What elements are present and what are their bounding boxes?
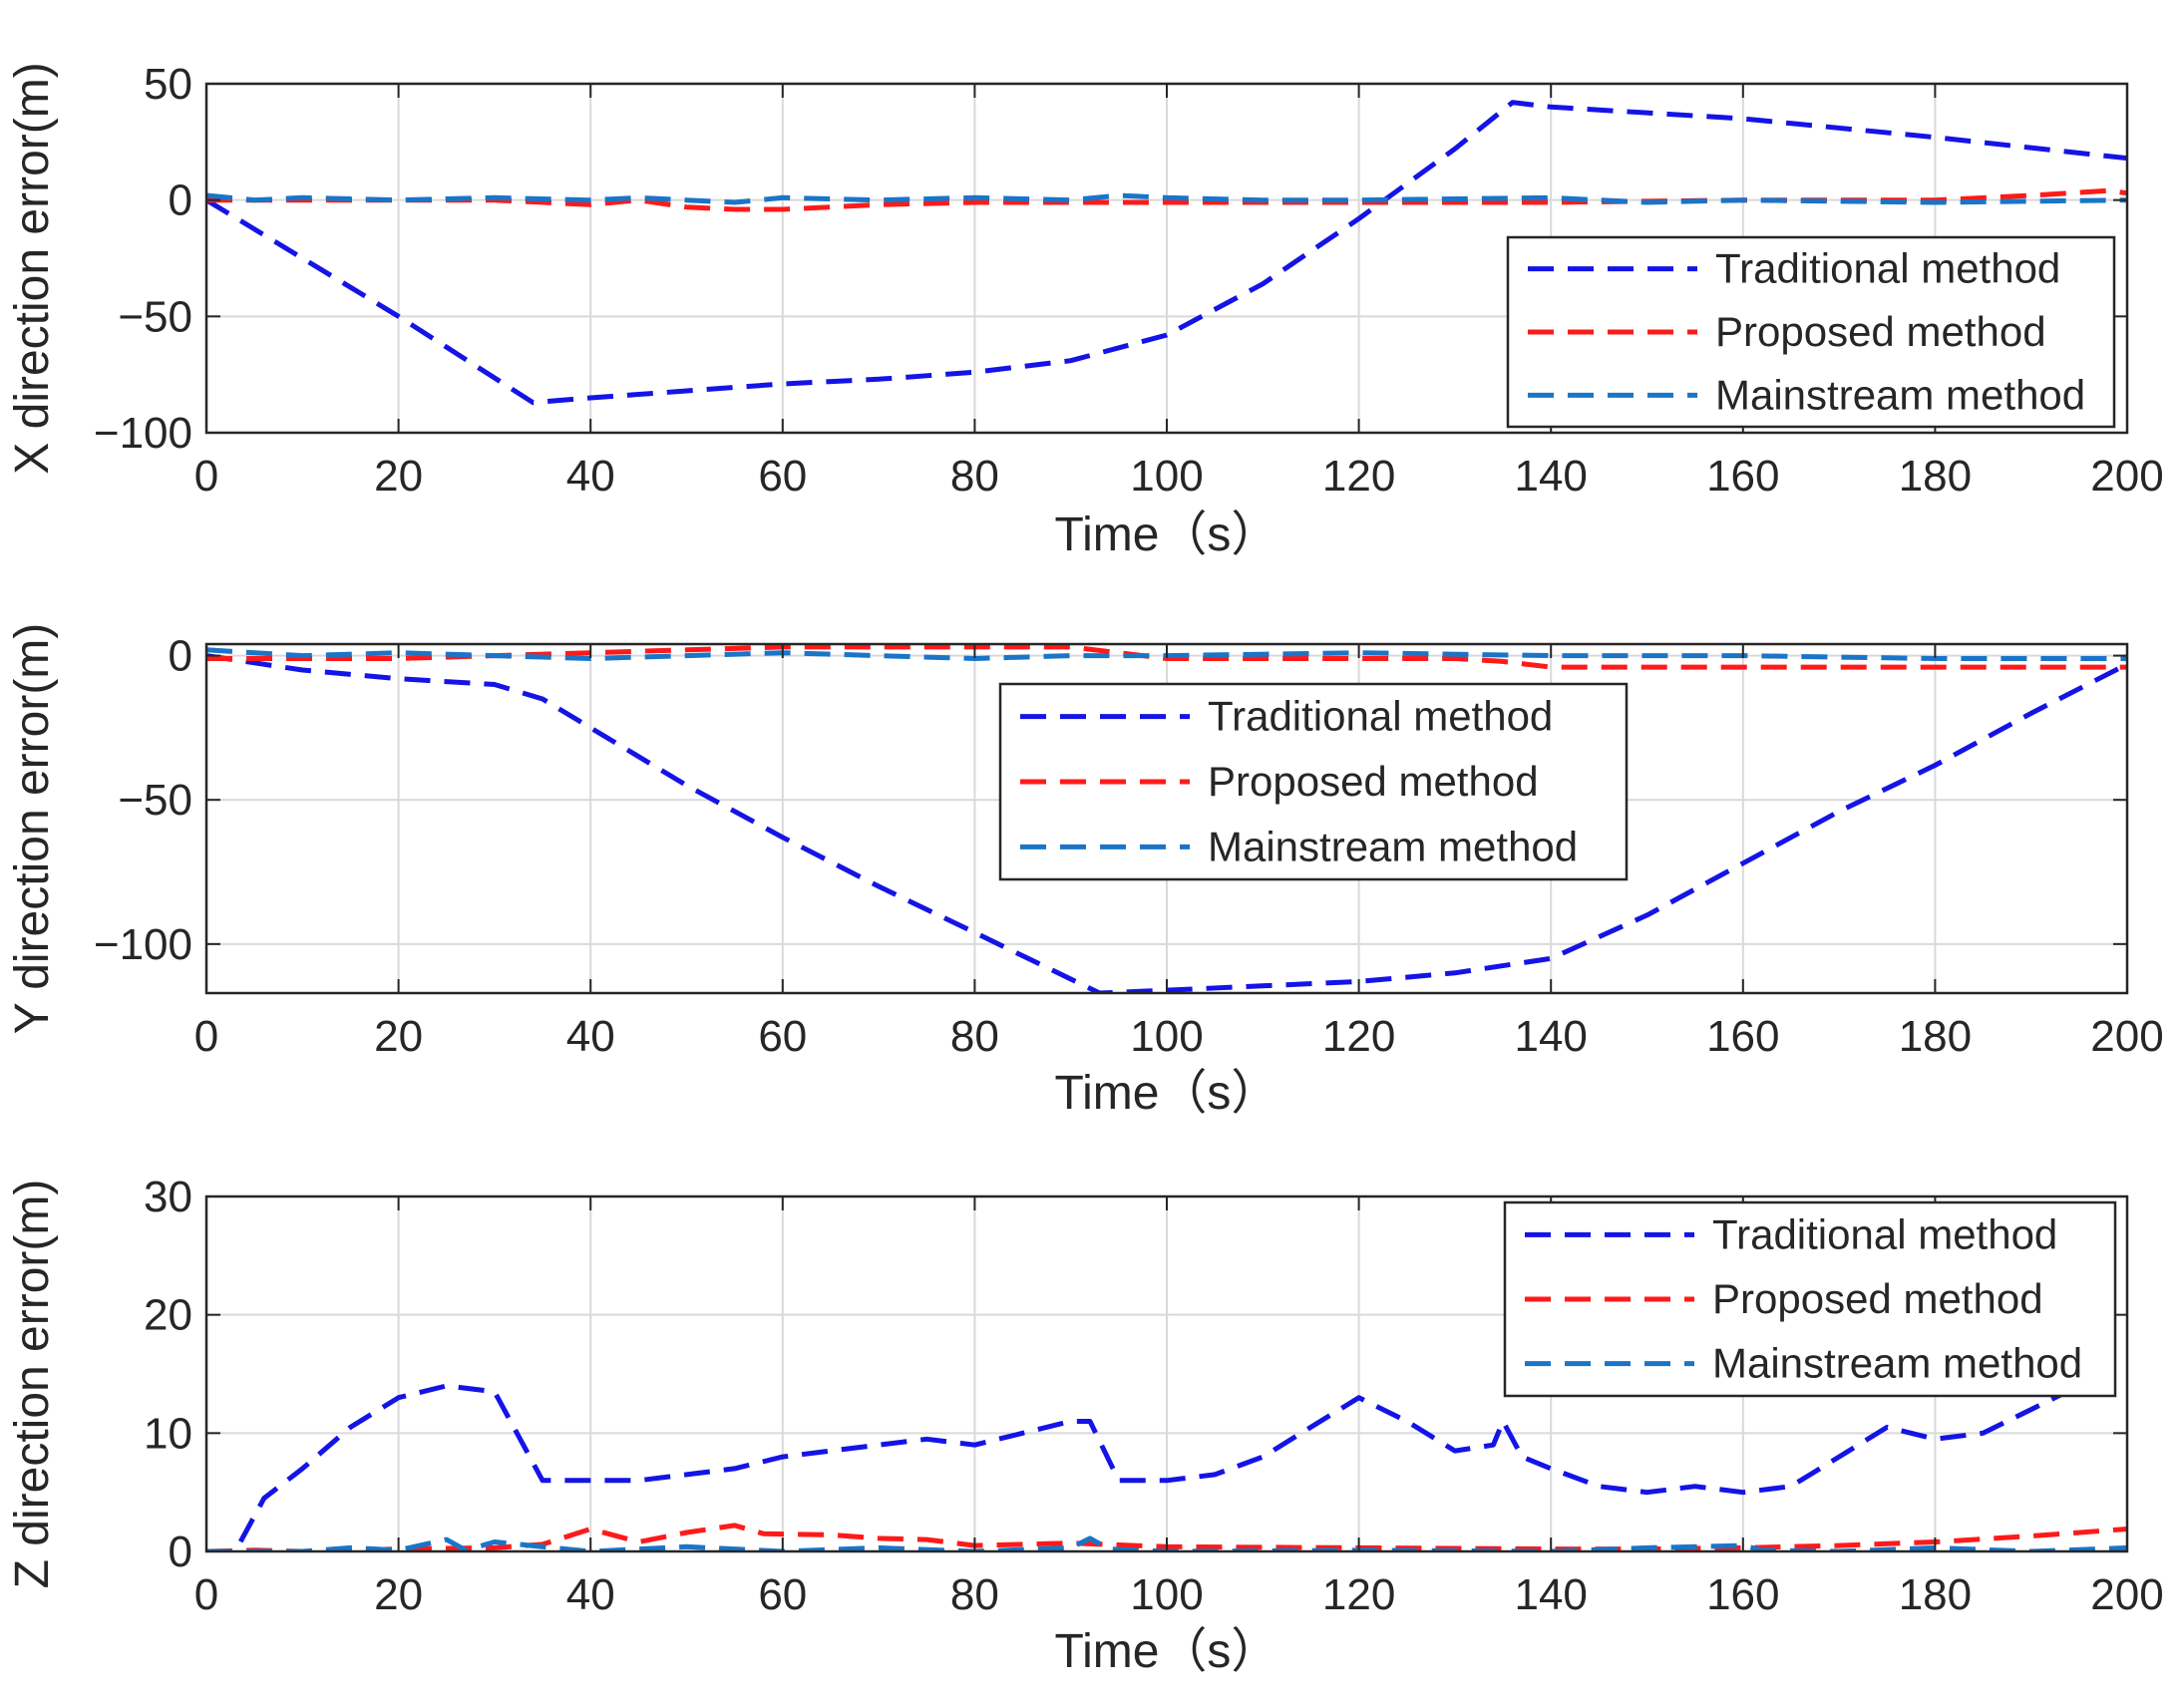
legend: Traditional method Proposed method Mainstr…: [1503, 1200, 2117, 1398]
x-tick-label: 140: [1514, 1570, 1587, 1619]
y-tick-label: 10: [144, 1409, 192, 1458]
x-tick-label: 80: [950, 1570, 999, 1619]
y-error-chart: 0 20 40 60 80 100 120 140 160 180 200 −100 −50 0 Time（…: [6, 623, 2164, 1120]
x-tick-label: 80: [950, 1012, 999, 1061]
x-tick-label: 20: [374, 1570, 423, 1619]
y-tick-label: 0: [169, 176, 192, 225]
x-tick-label: 180: [1899, 1012, 1972, 1061]
x-tick-label: 40: [566, 452, 615, 501]
x-tick-label: 160: [1706, 1012, 1779, 1061]
y-axis-title: Z direction error(m): [6, 1180, 59, 1589]
x-error-chart: 0 20 40 60 80 100 120 140 160 180 200 −100 −50 0 50 Tim…: [6, 60, 2164, 561]
x-tick-label: 120: [1322, 452, 1395, 501]
x-axis-title: Time（s）: [1055, 1625, 1279, 1678]
x-tick-label: 80: [950, 452, 999, 501]
z-error-chart: 0 20 40 60 80 100 120 140 160 180 200 0 10 20 30 Time（s…: [6, 1173, 2164, 1678]
x-axis-title: Time（s）: [1055, 1067, 1279, 1120]
x-tick-label: 160: [1706, 452, 1779, 501]
series-line-traditional-method: [206, 100, 2127, 406]
x-tick-label: 100: [1130, 452, 1203, 501]
legend-label: Mainstream method: [1715, 371, 2085, 418]
x-tick-label: 0: [194, 452, 218, 501]
y-tick-label: 0: [169, 632, 192, 681]
legend-label: Traditional method: [1712, 1210, 2057, 1257]
x-tick-label: 0: [194, 1012, 218, 1061]
x-tick-label: 60: [758, 452, 807, 501]
legend-label: Traditional method: [1208, 693, 1553, 740]
y-tick-label: 50: [144, 60, 192, 109]
x-tick-label: 40: [566, 1012, 615, 1061]
y-tick-label: −50: [118, 776, 192, 825]
x-tick-label: 60: [758, 1012, 807, 1061]
x-tick-label: 160: [1706, 1570, 1779, 1619]
series-line-traditional-method: [206, 1371, 2127, 1551]
x-axis-title: Time（s）: [1055, 509, 1279, 561]
legend-label: Mainstream method: [1208, 823, 1578, 869]
series-line-mainstream-method: [206, 647, 2127, 661]
x-tick-label: 40: [566, 1570, 615, 1619]
legend-label: Proposed method: [1715, 308, 2046, 355]
x-tick-label: 20: [374, 452, 423, 501]
x-tick-label: 0: [194, 1570, 218, 1619]
legend: Traditional method Proposed method Mainstr…: [998, 682, 1629, 881]
y-axis-title: X direction error(m): [6, 62, 59, 474]
legend: Traditional method Proposed method Mainstr…: [1506, 235, 2116, 429]
x-tick-label: 140: [1514, 1012, 1587, 1061]
x-tick-label: 180: [1899, 452, 1972, 501]
x-tick-label: 200: [2090, 452, 2163, 501]
x-tick-label: 20: [374, 1012, 423, 1061]
y-tick-label: −100: [94, 920, 192, 969]
legend-label: Proposed method: [1712, 1275, 2043, 1322]
series-line-mainstream-method: [206, 192, 2127, 205]
y-axis-title: Y direction error(m): [6, 623, 59, 1035]
x-tick-label: 100: [1130, 1012, 1203, 1061]
x-tick-label: 120: [1322, 1570, 1395, 1619]
y-tick-label: 30: [144, 1173, 192, 1221]
y-tick-label: −50: [118, 292, 192, 341]
x-tick-label: 100: [1130, 1570, 1203, 1619]
legend-label: Mainstream method: [1712, 1340, 2082, 1387]
series-line-proposed-method: [206, 644, 2127, 670]
y-tick-label: 0: [169, 1528, 192, 1576]
x-tick-label: 200: [2090, 1570, 2163, 1619]
x-tick-label: 180: [1899, 1570, 1972, 1619]
y-tick-label: −100: [94, 409, 192, 458]
legend-label: Traditional method: [1715, 245, 2060, 292]
x-tick-label: 60: [758, 1570, 807, 1619]
x-tick-label: 140: [1514, 452, 1587, 501]
legend-label: Proposed method: [1208, 758, 1539, 805]
x-tick-label: 200: [2090, 1012, 2163, 1061]
y-tick-label: 20: [144, 1291, 192, 1340]
series-line-proposed-method: [206, 1523, 2127, 1551]
x-tick-label: 120: [1322, 1012, 1395, 1061]
